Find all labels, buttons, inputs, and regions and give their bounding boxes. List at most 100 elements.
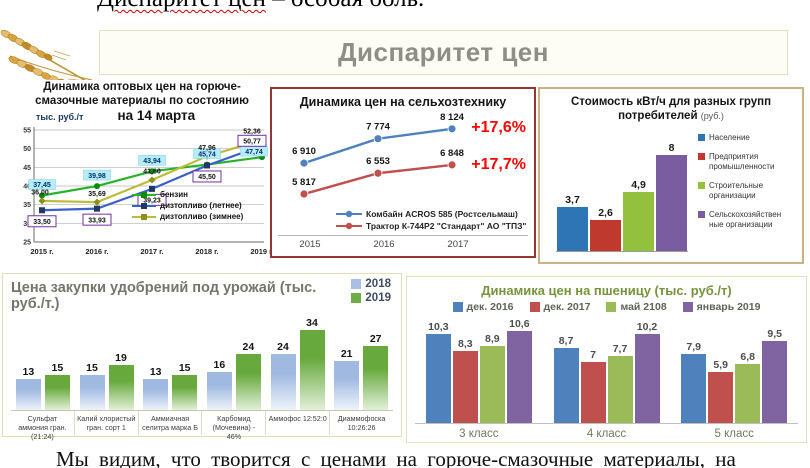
x-axis-label: 2017 г. bbox=[140, 247, 163, 256]
x-axis-label: 2018 г. bbox=[195, 247, 218, 256]
marker bbox=[447, 160, 457, 170]
bar-value-label: 2,6 bbox=[598, 206, 613, 219]
legend-marker-icon bbox=[132, 202, 156, 209]
legend-swatch bbox=[606, 302, 617, 312]
wheat-prices-chart: Динамика цен на пшеницу (тыс. руб./т) дек… bbox=[406, 276, 807, 443]
fuel-prices-chart: Динамика оптовых цен на горюче-смазочные… bbox=[14, 80, 274, 262]
bar-value-label: 15 bbox=[178, 361, 191, 374]
legend-label: дизтопливо (летнее) bbox=[160, 201, 242, 210]
bar-value-label: 6,8 bbox=[740, 350, 755, 363]
data-label: 50,77 bbox=[243, 138, 261, 145]
bar-column: 4,9 bbox=[622, 179, 655, 251]
plot-area: 55 50 45 40 35 30 25 2015 г. 2016 г. 2017 г. 2018 … bbox=[14, 124, 274, 258]
legend-item: бензин bbox=[132, 190, 243, 199]
chart-title: Динамика цен на сельхозтехнику bbox=[299, 95, 507, 109]
bar-value-label: 7 bbox=[590, 349, 596, 362]
legend-swatch bbox=[698, 153, 705, 160]
marker bbox=[94, 183, 100, 190]
bar-value-label: 3,7 bbox=[565, 193, 580, 206]
bar bbox=[607, 356, 633, 423]
data-label: 39,23 bbox=[143, 198, 161, 205]
bar-value-label: 10,3 bbox=[428, 320, 449, 333]
legend-item: дек. 2016 bbox=[452, 301, 514, 313]
percent-change-label: +17,7% bbox=[471, 156, 526, 173]
legend-swatch bbox=[351, 279, 362, 289]
bar bbox=[206, 372, 232, 410]
legend-label: дизтопливо (зимнее) bbox=[160, 212, 244, 221]
legend-swatch bbox=[682, 302, 693, 312]
bar bbox=[425, 333, 451, 423]
marker bbox=[373, 134, 383, 144]
bar bbox=[708, 371, 734, 423]
bar-value-label: 19 bbox=[115, 352, 127, 365]
bar-group: 7,9 5,9 6,8 9,5 bbox=[670, 328, 798, 423]
bar-column: 10,3 bbox=[425, 320, 451, 423]
slide-title-box: Диспаритет цен bbox=[99, 30, 788, 75]
chart-title-unit: (руб.) bbox=[700, 111, 724, 121]
data-label: 6 848 bbox=[440, 148, 464, 159]
y-tick-label: 55 bbox=[23, 128, 31, 135]
heading-spellcheck-text: Диспаритет цен bbox=[97, 0, 266, 12]
legend-label: 2018 bbox=[365, 278, 391, 290]
bar bbox=[634, 334, 660, 423]
legend-item: май 2108 bbox=[606, 301, 667, 313]
x-axis: 3 класс 4 класс 5 класс bbox=[415, 423, 798, 440]
legend-label: дек. 2017 bbox=[543, 301, 591, 313]
bar-column: 7,9 bbox=[681, 341, 707, 423]
y-tick-label: 30 bbox=[23, 221, 31, 228]
x-axis-label: 2016 bbox=[373, 239, 395, 250]
bar-column: 8,7 bbox=[553, 335, 579, 423]
legend-item: дизтопливо (летнее) bbox=[132, 201, 243, 210]
chart-title-line: потребителей (руб.) bbox=[618, 110, 724, 122]
x-axis-label: 2017 bbox=[447, 239, 469, 250]
marker bbox=[93, 198, 101, 206]
label-bg bbox=[193, 148, 221, 159]
bar-column: 10,6 bbox=[506, 318, 532, 423]
chart-title: Цена закупки удобрений под урожай (тыс. … bbox=[11, 280, 317, 312]
electricity-cost-chart: Стоимость кВт/ч для разных групп потребит… bbox=[538, 87, 804, 264]
data-label: 36,00 bbox=[31, 190, 49, 197]
bar bbox=[363, 346, 389, 410]
machinery-plot-svg: 6 910 7 774 8 124 5 817 6 553 6 848 bbox=[292, 112, 465, 199]
bar bbox=[270, 353, 296, 410]
y-tick-label: 50 bbox=[23, 146, 31, 153]
legend-label: 2019 bbox=[365, 292, 391, 304]
legend-item: Строительные организации bbox=[698, 181, 794, 201]
bar-value-label: 15 bbox=[86, 361, 98, 374]
legend-item: 2019 bbox=[351, 292, 391, 304]
category-label: Аммофос 12:52:0 bbox=[265, 411, 329, 435]
legend-marker-icon bbox=[336, 222, 362, 230]
marker bbox=[149, 168, 155, 175]
bar-value-label: 10,6 bbox=[509, 318, 530, 330]
marker bbox=[204, 162, 210, 169]
legend-label: Население bbox=[709, 133, 750, 142]
bar-value-label: 7,9 bbox=[686, 341, 701, 354]
bar-column: 8,9 bbox=[479, 333, 505, 423]
legend-item: Население bbox=[698, 133, 794, 143]
data-label: 45,50 bbox=[198, 174, 216, 181]
bar bbox=[656, 155, 687, 251]
bar bbox=[506, 331, 532, 423]
bar-column: 5,9 bbox=[708, 359, 734, 423]
data-label: 5 817 bbox=[292, 177, 316, 188]
marker bbox=[38, 197, 46, 205]
x-axis-label: 2015 г. bbox=[30, 247, 53, 256]
bar bbox=[334, 360, 360, 410]
slide-title: Диспаритет цен bbox=[338, 37, 549, 67]
bar-column: 27 bbox=[363, 333, 389, 410]
bar bbox=[452, 350, 478, 423]
bar-column: 16 bbox=[206, 359, 232, 410]
label-bg bbox=[83, 169, 111, 181]
chart-title-line: смазочные материалы по состоянию bbox=[35, 95, 249, 107]
data-label: 35,69 bbox=[88, 191, 106, 198]
heading-rest-text: – особая боль. bbox=[266, 0, 424, 12]
legend-item: Комбайн ACROS 585 (Ростсельмаш) bbox=[336, 209, 528, 219]
data-label: 37,45 bbox=[33, 182, 51, 189]
bar bbox=[79, 374, 105, 410]
bar-value-label: 8,3 bbox=[458, 337, 473, 350]
bar-group: 16 24 bbox=[202, 341, 266, 410]
bar-column: 15 bbox=[44, 361, 70, 410]
bar bbox=[623, 192, 654, 251]
bar-value-label: 15 bbox=[51, 361, 64, 374]
category-label: Аммиачная селитра марка Б bbox=[137, 411, 202, 435]
